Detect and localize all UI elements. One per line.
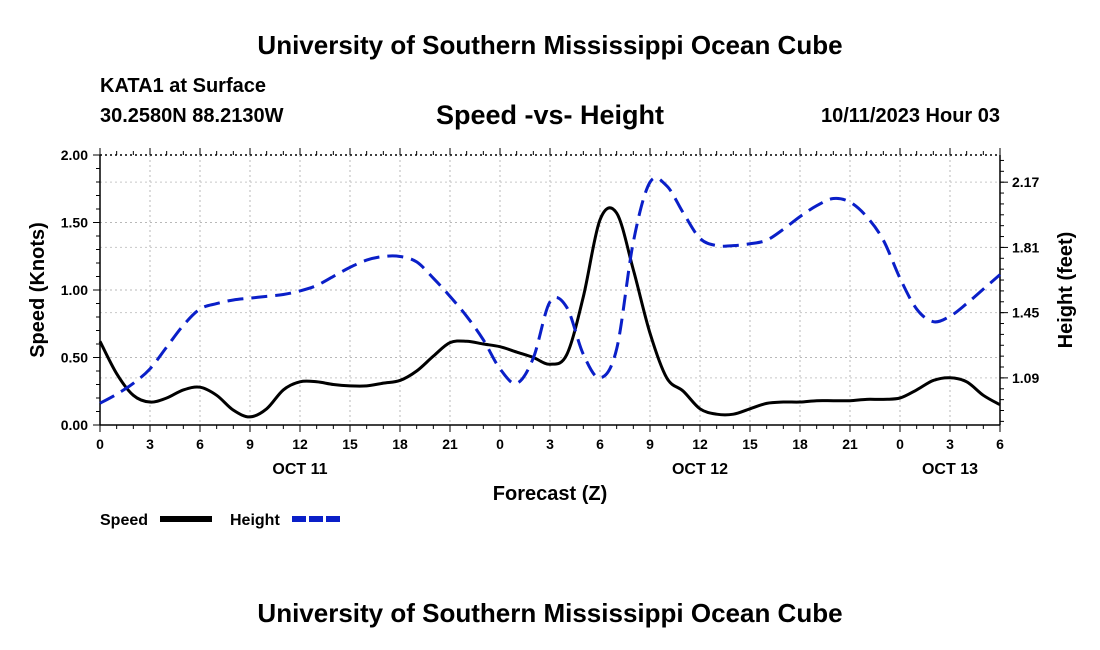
chart-subtitle: Speed -vs- Height bbox=[435, 100, 665, 130]
x-tick-label: 6 bbox=[196, 436, 204, 452]
y-left-axis-title: Speed (Knots) bbox=[27, 222, 49, 358]
y-right-axis-title: Height (feet) bbox=[1055, 232, 1077, 349]
x-tick-label: 0 bbox=[896, 436, 904, 452]
y-left-tick-label: 1.50 bbox=[61, 215, 88, 231]
y-right-tick-label: 1.09 bbox=[1012, 370, 1039, 386]
forecast-timestamp: 10/11/2023 Hour 03 bbox=[820, 105, 1000, 127]
x-tick-label: 9 bbox=[246, 436, 254, 452]
x-tick-label: 9 bbox=[646, 436, 654, 452]
axes bbox=[93, 148, 1008, 432]
y-left-tick-label: 0.50 bbox=[61, 350, 88, 366]
x-tick-label: 15 bbox=[342, 436, 358, 452]
page-title: University of Southern Mississippi Ocean… bbox=[257, 30, 843, 60]
tick-labels: 0 3 6 9 12 15 18 21 0 3 6 9 12 15 18 21 0 3 6 OCT 11 OCT 12 O… bbox=[27, 147, 1077, 505]
y-left-tick-label: 2.00 bbox=[61, 147, 88, 163]
y-left-tick-label: 0.00 bbox=[61, 417, 88, 433]
x-tick-label: 21 bbox=[442, 436, 458, 452]
x-day-label: OCT 12 bbox=[672, 461, 728, 478]
station-coordinates: 30.2580N 88.2130W bbox=[100, 105, 284, 127]
x-tick-label: 0 bbox=[96, 436, 104, 452]
x-tick-label: 3 bbox=[146, 436, 154, 452]
x-tick-label: 12 bbox=[292, 436, 308, 452]
x-day-label: OCT 11 bbox=[272, 461, 327, 478]
series-layer bbox=[98, 176, 1001, 419]
x-day-label: OCT 13 bbox=[922, 461, 978, 478]
y-right-tick-label: 1.81 bbox=[1012, 239, 1039, 255]
legend-label-speed: Speed bbox=[100, 512, 148, 529]
legend-label-height: Height bbox=[230, 512, 280, 529]
station-label: KATA1 at Surface bbox=[100, 75, 266, 97]
y-right-tick-label: 2.17 bbox=[1012, 174, 1039, 190]
footer-title: University of Southern Mississippi Ocean… bbox=[257, 598, 843, 628]
x-tick-label: 3 bbox=[546, 436, 554, 452]
x-tick-label: 6 bbox=[996, 436, 1004, 452]
x-tick-label: 12 bbox=[692, 436, 708, 452]
x-tick-label: 6 bbox=[596, 436, 604, 452]
x-tick-label: 15 bbox=[742, 436, 758, 452]
x-axis-title: Forecast (Z) bbox=[493, 483, 607, 505]
series-line-speed bbox=[98, 206, 1001, 419]
grid bbox=[100, 155, 1000, 425]
y-right-tick-label: 1.45 bbox=[1012, 305, 1039, 321]
legend: Speed Height bbox=[100, 512, 342, 529]
x-tick-label: 21 bbox=[842, 436, 858, 452]
y-left-tick-label: 1.00 bbox=[61, 282, 88, 298]
x-tick-label: 18 bbox=[792, 436, 808, 452]
x-tick-label: 3 bbox=[946, 436, 954, 452]
x-tick-label: 0 bbox=[496, 436, 504, 452]
x-tick-label: 18 bbox=[392, 436, 408, 452]
